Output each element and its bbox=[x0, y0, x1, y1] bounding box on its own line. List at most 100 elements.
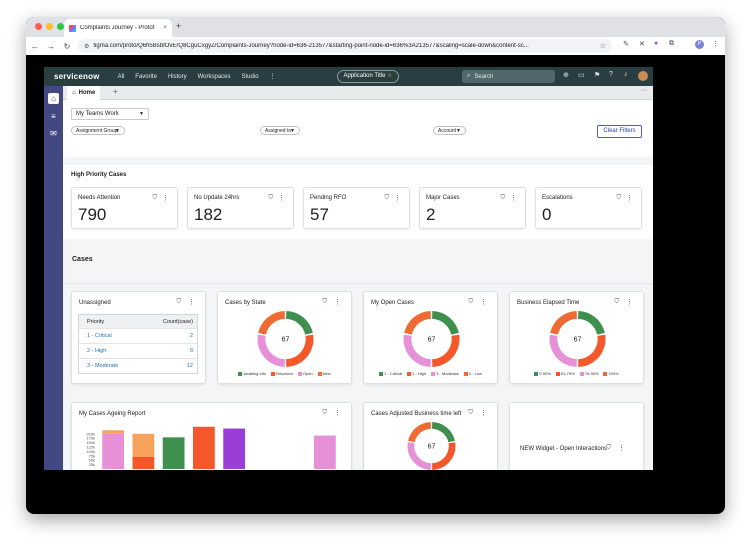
more-icon[interactable]: ⋮ bbox=[188, 299, 195, 306]
menu-workspaces[interactable]: Workspaces bbox=[197, 73, 231, 80]
kpi-needs-attention[interactable]: Needs Attention 790 ⛉ ⋮ bbox=[71, 187, 178, 229]
row-priority-link[interactable]: 2 - High bbox=[87, 348, 107, 354]
filter-icon[interactable]: ⛉ bbox=[268, 195, 273, 201]
site-info-icon[interactable]: ⚙ bbox=[84, 43, 90, 50]
new-tab-button[interactable]: + bbox=[176, 21, 182, 31]
kpi-escalations[interactable]: Escalations 0 ⛉ ⋮ bbox=[535, 187, 642, 229]
bar-segment[interactable] bbox=[223, 428, 246, 469]
row-count-link[interactable]: 2 bbox=[189, 333, 193, 339]
row-count-link[interactable]: 6 bbox=[189, 348, 193, 354]
business-elapsed-donut[interactable]: 67 bbox=[510, 308, 645, 370]
bar-segment[interactable] bbox=[102, 430, 125, 434]
filter-icon[interactable]: ⛉ bbox=[322, 410, 327, 416]
list-icon[interactable]: ≡ bbox=[51, 112, 56, 121]
global-search[interactable]: ⌕ Search bbox=[462, 70, 555, 83]
filter-icon[interactable]: ⛉ bbox=[384, 195, 389, 201]
cases-by-state-donut[interactable]: 67 bbox=[218, 308, 353, 370]
more-icon[interactable]: ⋮ bbox=[162, 195, 169, 202]
filter-icon[interactable]: ⛉ bbox=[322, 299, 327, 305]
table-row[interactable]: 2 - High 6 bbox=[79, 343, 197, 358]
donut-slice-3[interactable] bbox=[258, 311, 285, 335]
menu-studio[interactable]: Studio bbox=[241, 73, 259, 80]
x-extension-icon[interactable]: ✕ bbox=[639, 41, 645, 48]
menu-more[interactable]: ⋮ bbox=[269, 74, 276, 80]
bar-segment[interactable] bbox=[313, 435, 336, 469]
minimize-window-button[interactable] bbox=[46, 23, 53, 30]
inbox-icon[interactable]: ✉ bbox=[50, 129, 57, 138]
donut-slice-3[interactable] bbox=[550, 311, 577, 335]
donut-slice-2[interactable] bbox=[403, 334, 431, 367]
assigned-to-filter[interactable]: Assigned to ▼ bbox=[260, 126, 300, 135]
donut-slice-3[interactable] bbox=[408, 422, 431, 443]
row-priority-link[interactable]: 1 - Critical bbox=[87, 333, 112, 339]
bar-segment[interactable] bbox=[132, 456, 155, 469]
table-row[interactable]: 3 - Moderate 12 bbox=[79, 358, 197, 373]
maximize-window-button[interactable] bbox=[57, 23, 64, 30]
more-icon[interactable]: ⋮ bbox=[626, 195, 633, 202]
teams-work-select[interactable]: My Teams Work ▼ bbox=[71, 108, 149, 120]
more-icon[interactable]: ⋮ bbox=[510, 195, 517, 202]
menu-all[interactable]: All bbox=[117, 73, 125, 80]
bar-segment[interactable] bbox=[102, 433, 125, 469]
more-icon[interactable]: ⋮ bbox=[278, 195, 285, 202]
chat-icon[interactable]: ▭ bbox=[578, 72, 585, 79]
tab-home[interactable]: ⌂ Home bbox=[67, 86, 101, 100]
close-tab-icon[interactable]: × bbox=[163, 25, 167, 31]
bar-segment[interactable] bbox=[132, 433, 155, 457]
filter-icon[interactable]: ⛉ bbox=[500, 195, 505, 201]
kpi-major-cases[interactable]: Major Cases 2 ⛉ ⋮ bbox=[419, 187, 526, 229]
donut-slice-0[interactable] bbox=[432, 311, 459, 335]
filter-icon[interactable]: ⛉ bbox=[606, 445, 611, 451]
donut-slice-1[interactable] bbox=[578, 334, 606, 367]
forward-icon[interactable]: → bbox=[47, 41, 55, 51]
account-filter[interactable]: Account ▼ bbox=[433, 126, 466, 135]
filter-icon[interactable]: ⛉ bbox=[616, 195, 621, 201]
kpi-pending-rfo[interactable]: Pending RFO 57 ⛉ ⋮ bbox=[303, 187, 410, 229]
more-icon[interactable]: ⋮ bbox=[334, 410, 341, 417]
more-icon[interactable]: ⋮ bbox=[480, 299, 487, 306]
more-icon[interactable]: ⋮ bbox=[480, 410, 487, 417]
tabs-more-icon[interactable]: ··· bbox=[640, 87, 647, 94]
more-icon[interactable]: ⋮ bbox=[394, 195, 401, 202]
donut-slice-1[interactable] bbox=[432, 334, 460, 367]
donut-slice-2[interactable] bbox=[257, 334, 285, 367]
reload-icon[interactable]: ↻ bbox=[63, 41, 71, 51]
back-icon[interactable]: ← bbox=[31, 41, 39, 51]
donut-slice-1[interactable] bbox=[286, 334, 314, 367]
more-icon[interactable]: ⋮ bbox=[626, 299, 633, 306]
more-icon[interactable]: ⋮ bbox=[618, 445, 625, 452]
star-icon[interactable]: ☆ bbox=[387, 73, 393, 79]
business-time-left-donut[interactable]: 67 bbox=[364, 419, 499, 470]
filter-icon[interactable]: ⛉ bbox=[152, 195, 157, 201]
home-icon[interactable]: ⌂ bbox=[48, 93, 59, 104]
donut-slice-0[interactable] bbox=[286, 311, 313, 335]
donut-slice-0[interactable] bbox=[578, 311, 605, 335]
menu-favorite[interactable]: Favorite bbox=[135, 73, 157, 80]
bell-icon[interactable]: ♪ bbox=[624, 71, 628, 78]
row-priority-link[interactable]: 3 - Moderate bbox=[87, 363, 119, 369]
browser-tab[interactable]: Complaints Journey - Protot × bbox=[64, 19, 172, 37]
donut-slice-0[interactable] bbox=[432, 422, 455, 443]
more-icon[interactable]: ⋮ bbox=[334, 299, 341, 306]
flag-icon[interactable]: ⚑ bbox=[594, 72, 601, 79]
help-icon[interactable]: ? bbox=[609, 71, 613, 78]
table-row[interactable]: 1 - Critical 2 bbox=[79, 328, 197, 343]
filter-icon[interactable]: ⛉ bbox=[468, 410, 473, 416]
profile-avatar[interactable]: P bbox=[695, 40, 704, 49]
kpi-no-update[interactable]: No Update 24hrs 182 ⛉ ⋮ bbox=[187, 187, 294, 229]
chrome-menu-icon[interactable]: ⋮ bbox=[712, 41, 719, 48]
assignment-group-filter[interactable]: Assignment Group ▼ bbox=[71, 126, 125, 135]
row-count-link[interactable]: 12 bbox=[186, 363, 193, 369]
filter-icon[interactable]: ⛉ bbox=[468, 299, 473, 305]
bar-segment[interactable] bbox=[162, 437, 185, 469]
donut-slice-2[interactable] bbox=[407, 442, 431, 470]
add-tab-button[interactable]: + bbox=[113, 87, 118, 96]
donut-slice-3[interactable] bbox=[404, 311, 431, 335]
close-window-button[interactable] bbox=[35, 23, 42, 30]
donut-slice-2[interactable] bbox=[549, 334, 577, 367]
my-open-cases-donut[interactable]: 67 bbox=[364, 308, 499, 370]
bar-segment[interactable] bbox=[192, 426, 215, 469]
globe-icon[interactable]: ⊕ bbox=[563, 72, 569, 79]
clear-filters-button[interactable]: Clear Filters bbox=[597, 125, 642, 138]
